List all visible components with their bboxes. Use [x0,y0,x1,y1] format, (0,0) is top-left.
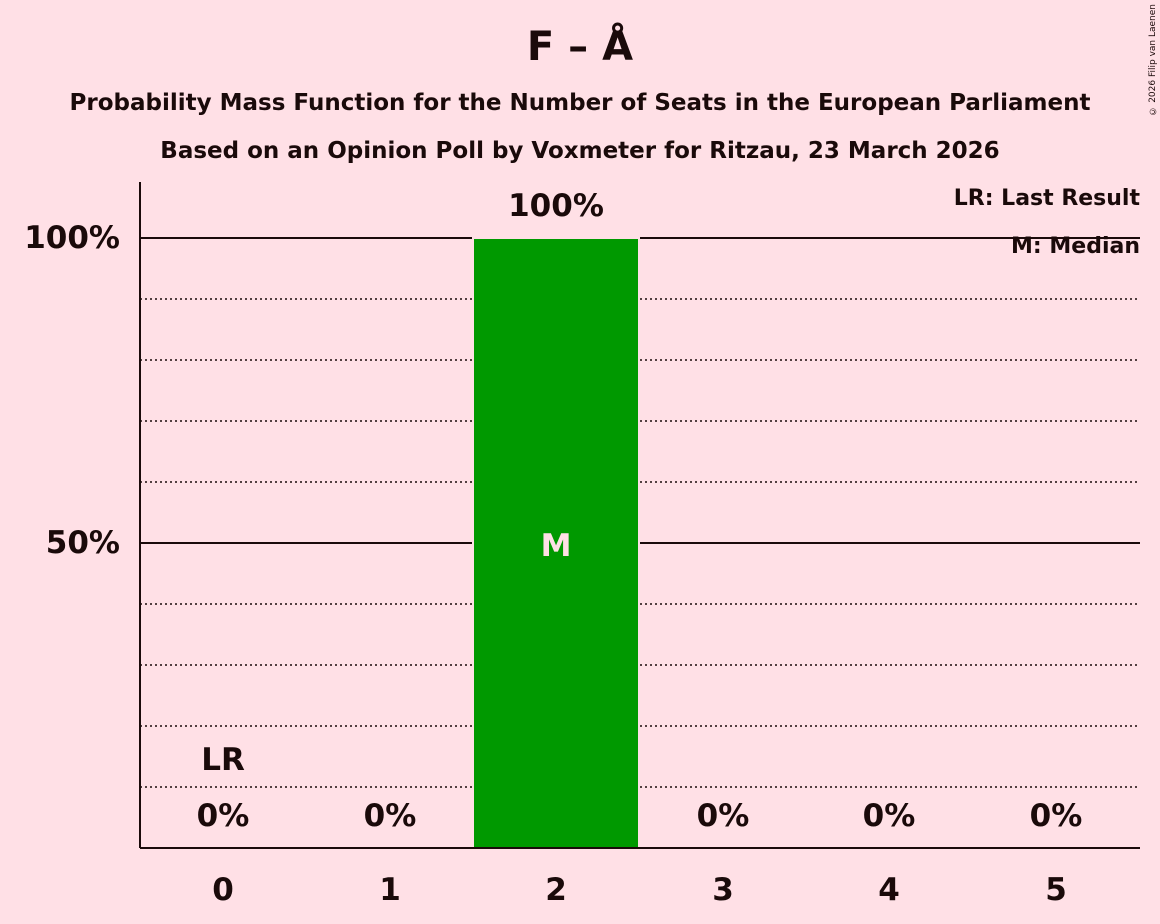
x-tick-5: 5 [1045,872,1067,908]
bar-label-4: 0% [862,798,916,834]
chart-subtitle-2: Based on an Opinion Poll by Voxmeter for… [160,138,1000,164]
y-tick-50: 50% [45,525,120,561]
median-marker: M [540,528,572,564]
legend-median: M: Median [1011,234,1140,259]
x-tick-3: 3 [712,872,734,908]
bar-label-1: 0% [363,798,417,834]
bar-label-3: 0% [696,798,750,834]
bar-label-5: 0% [1029,798,1083,834]
legend-last-result: LR: Last Result [953,186,1140,211]
y-tick-100: 100% [24,220,120,256]
x-tick-2: 2 [545,872,567,908]
bar-label-2: 100% [508,188,604,224]
chart-subtitle-1: Probability Mass Function for the Number… [69,90,1091,116]
chart-title: F – Å [526,24,634,70]
x-tick-4: 4 [878,872,900,908]
last-result-marker: LR [201,742,245,778]
x-tick-1: 1 [379,872,401,908]
bar-seats-2 [472,237,640,849]
bar-label-0: 0% [196,798,250,834]
x-tick-0: 0 [212,872,234,908]
